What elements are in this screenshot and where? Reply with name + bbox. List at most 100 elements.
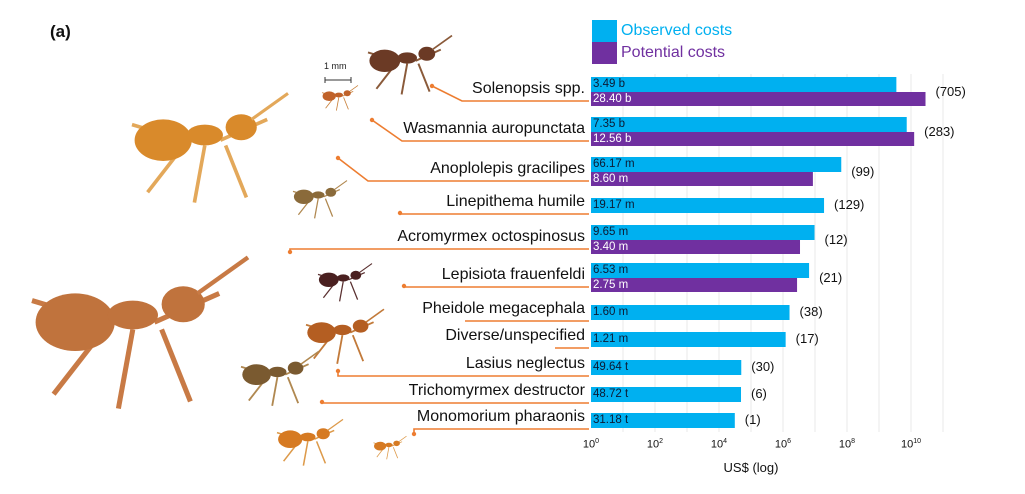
bar-value-observed: 19.17 m — [593, 199, 635, 211]
bar-value-potential: 28.40 b — [593, 93, 632, 105]
bar-value-observed: 9.65 m — [593, 226, 629, 238]
ant-gaster — [278, 430, 303, 448]
ant-gaster — [374, 441, 387, 451]
bar-observed — [591, 360, 742, 375]
ant-leg — [271, 377, 279, 406]
arrow-head — [429, 83, 435, 89]
species-label: Pheidole megacephala — [422, 300, 585, 317]
legend-potential: Potential costs — [621, 44, 725, 62]
ant-head — [393, 440, 400, 447]
ant-thorax — [334, 92, 343, 98]
observation-count: (17) — [795, 331, 819, 346]
arrow-head — [411, 431, 417, 437]
observation-count: (6) — [751, 386, 767, 401]
scale-bar — [324, 77, 352, 83]
bar-observed — [591, 413, 735, 428]
bar-value-observed: 49.64 t — [593, 361, 629, 373]
observation-count: (283) — [924, 124, 955, 139]
ant-head — [325, 187, 337, 197]
legend-potential-label: Potential costs — [621, 44, 726, 61]
lasius-ant-photo — [240, 350, 320, 406]
scale-bar-label: 1 mm — [324, 61, 347, 71]
ant-thorax — [397, 52, 417, 64]
pointer-arrow — [413, 428, 589, 434]
ant-thorax — [186, 124, 223, 146]
x-axis-label: US$ (log) — [723, 460, 779, 475]
ant-leg — [386, 447, 390, 460]
ant-thorax — [300, 432, 316, 442]
ant-head — [418, 46, 436, 61]
ant-gaster — [307, 322, 336, 343]
lepisiota-ant-photo — [317, 263, 373, 302]
pointer-arrow — [399, 213, 589, 215]
x-tick-label: 104 — [710, 438, 728, 451]
bar-value-observed: 7.35 b — [593, 118, 625, 130]
ant-leg — [159, 328, 193, 403]
ant-leg — [335, 97, 340, 111]
observation-count: (30) — [751, 359, 775, 374]
observation-count: (129) — [834, 197, 865, 212]
ant-gaster — [293, 189, 314, 204]
x-tick-label: 102 — [646, 438, 664, 451]
bar-observed — [591, 157, 842, 172]
ant-leg — [417, 63, 431, 92]
x-tick-label: 1010 — [900, 438, 922, 451]
arrow-head — [319, 399, 325, 405]
ant-thorax — [336, 274, 350, 282]
ant-gaster — [318, 272, 339, 287]
species-label: Acromyrmex octospinosus — [397, 228, 585, 245]
observation-count: (38) — [799, 304, 823, 319]
bar-value-observed: 1.21 m — [593, 333, 629, 345]
ant-thorax — [268, 366, 287, 378]
observation-count: (21) — [819, 270, 843, 285]
bar-observed — [591, 117, 907, 132]
species-label: Lasius neglectus — [465, 355, 585, 372]
ant-antenna — [250, 92, 289, 121]
bar-value-observed: 6.53 m — [593, 264, 629, 276]
ant-leg — [349, 281, 359, 300]
bar-observed — [591, 332, 786, 347]
ant-leg — [192, 145, 207, 203]
species-label: Trichomyrmex destructor — [408, 382, 585, 399]
bar-potential — [591, 172, 813, 186]
observation-count: (99) — [851, 164, 875, 179]
ant-antenna — [398, 435, 407, 442]
species-label: Lepisiota frauenfeldi — [441, 266, 585, 283]
bar-potential — [591, 92, 926, 106]
pointer-arrows — [287, 83, 589, 437]
ant-head — [161, 286, 205, 323]
pointer-arrow — [431, 85, 589, 102]
argentine-ant-photo — [292, 180, 348, 219]
ant-head — [316, 428, 330, 440]
bar-observed — [591, 198, 825, 213]
pointer-arrow — [371, 119, 589, 142]
ant-thorax — [107, 300, 158, 330]
pointer-arrow — [403, 286, 589, 288]
fire-ant-photo — [367, 34, 453, 95]
x-tick-label: 100 — [582, 438, 600, 451]
arrow-head — [335, 368, 341, 374]
bar-value-observed: 48.72 t — [593, 388, 629, 400]
ant-gaster — [242, 364, 271, 385]
ant-leg — [338, 281, 344, 302]
bar-observed — [591, 387, 742, 402]
ant-leg — [336, 335, 344, 364]
pointer-arrow — [337, 157, 589, 182]
arrow-head — [397, 210, 403, 216]
bar-observed — [591, 263, 810, 278]
pointer-arrow — [321, 402, 589, 404]
species-label: Anoplolepis gracilipes — [430, 160, 585, 177]
ant-leg — [392, 447, 399, 459]
yellow-crazy-ant-photo — [131, 92, 289, 203]
bar-value-observed: 1.60 m — [593, 306, 629, 318]
x-tick-label: 106 — [774, 438, 792, 451]
ant-photographs — [31, 34, 453, 466]
ant-antenna — [431, 34, 453, 51]
ant-leg — [400, 63, 409, 95]
ant-leg — [324, 198, 334, 217]
ant-antenna — [196, 255, 250, 296]
ant-antenna — [349, 85, 359, 92]
bigheaded-ant-photo — [305, 308, 385, 364]
ant-thorax — [333, 324, 352, 336]
ant-antenna — [327, 418, 344, 431]
